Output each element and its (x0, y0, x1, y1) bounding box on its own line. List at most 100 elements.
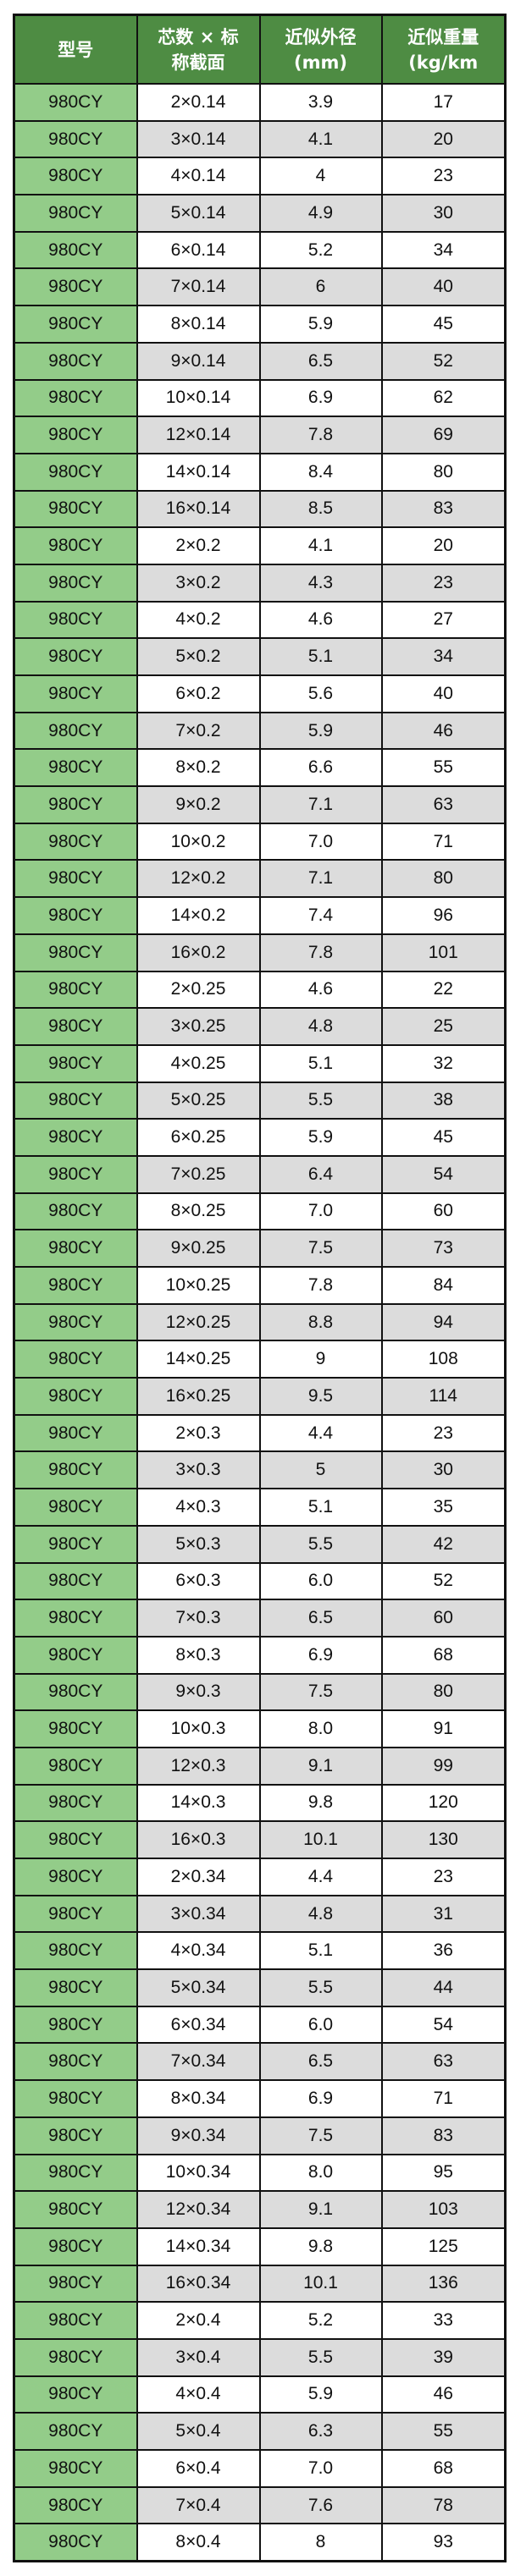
table-row: 980CY 5×0.2 5.1 34 (13, 637, 507, 676)
cell-diameter: 4.4 (258, 1413, 383, 1453)
cell-model: 980CY (13, 896, 138, 935)
cell-diameter: 5.5 (258, 1968, 383, 2007)
table-row: 980CY 4×0.4 5.9 46 (13, 2375, 507, 2414)
cell-model: 980CY (13, 1302, 138, 1342)
cell-cores-section: 2×0.34 (136, 1858, 261, 1896)
cell-weight: 44 (380, 1968, 507, 2007)
table-row: 980CY 9×0.2 7.1 63 (13, 785, 507, 824)
table-row: 980CY 7×0.34 6.5 63 (13, 2042, 507, 2082)
cell-model: 980CY (13, 1266, 138, 1305)
cell-weight: 46 (380, 2375, 507, 2414)
cell-cores-section: 2×0.14 (136, 83, 261, 122)
cell-diameter: 6.6 (258, 748, 383, 788)
cell-model: 980CY (13, 1746, 138, 1786)
table-row: 980CY 10×0.3 8.0 91 (13, 1709, 507, 1748)
cell-model: 980CY (13, 2375, 138, 2414)
cell-weight: 45 (380, 305, 507, 344)
cell-cores-section: 3×0.3 (136, 1450, 261, 1490)
cell-diameter: 4.1 (258, 119, 383, 159)
cell-diameter: 6.5 (258, 1599, 383, 1638)
table-body: 980CY 2×0.14 3.9 17 980CY 3×0.14 4.1 20 980CY 4×0… (13, 83, 507, 2562)
table-row: 980CY 3×0.2 4.3 23 (13, 563, 507, 603)
cell-diameter: 9.8 (258, 1783, 383, 1823)
cell-model: 980CY (13, 2301, 138, 2340)
header-cores-section: 芯数 × 标称截面 (136, 14, 261, 85)
table-row: 980CY 8×0.4 8 93 (13, 2523, 507, 2562)
cell-diameter: 5.1 (258, 1043, 383, 1083)
cell-weight: 31 (380, 1894, 507, 1934)
cell-diameter: 7.5 (258, 2116, 383, 2155)
cell-weight: 68 (380, 2449, 507, 2488)
cell-model: 980CY (13, 1192, 138, 1231)
cell-cores-section: 14×0.3 (136, 1783, 261, 1823)
cell-model: 980CY (13, 1561, 138, 1601)
cell-weight: 55 (380, 2412, 507, 2451)
cell-diameter: 5.1 (258, 1931, 383, 1971)
table-row: 980CY 3×0.4 5.5 39 (13, 2337, 507, 2377)
cell-weight: 83 (380, 489, 507, 529)
table-row: 980CY 14×0.34 9.8 125 (13, 2226, 507, 2266)
cell-weight: 46 (380, 711, 507, 751)
cell-cores-section: 8×0.4 (136, 2523, 261, 2562)
cell-model: 980CY (13, 785, 138, 824)
cell-weight: 63 (380, 2042, 507, 2082)
cell-cores-section: 9×0.3 (136, 1672, 261, 1712)
table-row: 980CY 4×0.14 4 23 (13, 157, 507, 196)
cell-cores-section: 8×0.25 (136, 1192, 261, 1231)
cell-diameter: 5.9 (258, 1118, 383, 1157)
cell-cores-section: 3×0.14 (136, 119, 261, 159)
cell-diameter: 7.0 (258, 2449, 383, 2488)
cell-model: 980CY (13, 230, 138, 270)
cell-cores-section: 6×0.34 (136, 2005, 261, 2045)
table-row: 980CY 6×0.2 5.6 40 (13, 674, 507, 713)
cell-cores-section: 5×0.3 (136, 1524, 261, 1564)
cell-weight: 42 (380, 1524, 507, 1564)
table-row: 980CY 4×0.2 4.6 27 (13, 600, 507, 640)
table-row: 980CY 5×0.34 5.5 44 (13, 1968, 507, 2007)
cell-cores-section: 7×0.25 (136, 1154, 261, 1194)
table-row: 980CY 8×0.2 6.6 55 (13, 748, 507, 788)
table-row: 980CY 16×0.14 8.5 83 (13, 489, 507, 529)
table-row: 980CY 3×0.14 4.1 20 (13, 119, 507, 159)
cell-weight: 60 (380, 1192, 507, 1231)
cell-weight: 39 (380, 2337, 507, 2377)
cell-weight: 69 (380, 416, 507, 454)
cell-model: 980CY (13, 2485, 138, 2525)
cell-weight: 35 (380, 1488, 507, 1527)
cell-diameter: 4.8 (258, 1894, 383, 1934)
table-row: 980CY 4×0.25 5.1 32 (13, 1043, 507, 1083)
table-row: 980CY 12×0.3 9.1 99 (13, 1746, 507, 1786)
cell-cores-section: 16×0.25 (136, 1377, 261, 1416)
cell-diameter: 6.0 (258, 2005, 383, 2045)
cell-weight: 52 (380, 341, 507, 381)
cell-cores-section: 12×0.14 (136, 416, 261, 454)
table-row: 980CY 6×0.14 5.2 34 (13, 230, 507, 270)
table-row: 980CY 4×0.34 5.1 36 (13, 1931, 507, 1971)
cell-weight: 78 (380, 2485, 507, 2525)
cell-model: 980CY (13, 2226, 138, 2266)
table-row: 980CY 12×0.2 7.1 80 (13, 859, 507, 899)
cell-cores-section: 7×0.34 (136, 2042, 261, 2082)
table-row: 980CY 10×0.14 6.9 62 (13, 378, 507, 418)
header-model-label: 型号 (58, 39, 94, 60)
cell-diameter: 5.9 (258, 711, 383, 751)
cell-model: 980CY (13, 674, 138, 713)
cell-weight: 33 (380, 2301, 507, 2340)
cell-diameter: 5 (258, 1450, 383, 1490)
cell-model: 980CY (13, 1413, 138, 1453)
cell-model: 980CY (13, 933, 138, 972)
table-row: 980CY 14×0.14 8.4 80 (13, 452, 507, 492)
cell-diameter: 9.1 (258, 2190, 383, 2229)
cell-cores-section: 3×0.25 (136, 1007, 261, 1046)
cell-cores-section: 14×0.14 (136, 452, 261, 492)
cell-cores-section: 12×0.2 (136, 859, 261, 899)
cell-weight: 80 (380, 1672, 507, 1712)
header-line2: (kg/km (408, 52, 479, 73)
cell-weight: 108 (380, 1340, 507, 1379)
cell-model: 980CY (13, 2449, 138, 2488)
table-row: 980CY 12×0.34 9.1 103 (13, 2190, 507, 2229)
cell-weight: 60 (380, 1599, 507, 1638)
cell-cores-section: 3×0.4 (136, 2337, 261, 2377)
cell-diameter: 5.9 (258, 2375, 383, 2414)
table-row: 980CY 14×0.25 9 108 (13, 1340, 507, 1379)
